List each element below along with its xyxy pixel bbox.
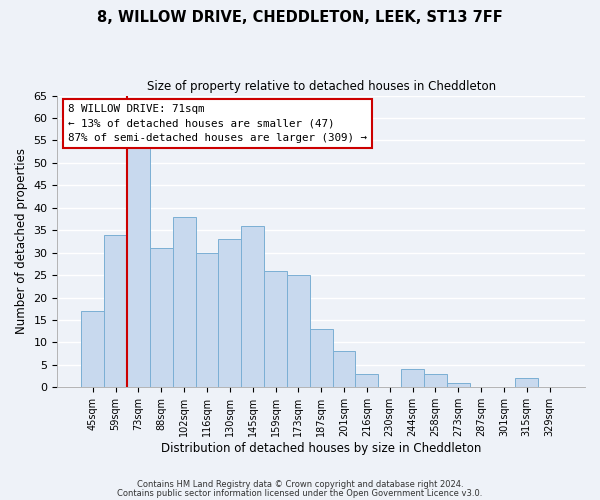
Bar (401, 370, 424, 388)
Text: Contains public sector information licensed under the Open Government Licence v3: Contains public sector information licen… (118, 488, 482, 498)
Bar (355, 374, 379, 388)
Title: Size of property relative to detached houses in Cheddleton: Size of property relative to detached ho… (146, 80, 496, 93)
Bar (264, 270, 287, 388)
Y-axis label: Number of detached properties: Number of detached properties (15, 148, 28, 334)
Text: 8 WILLOW DRIVE: 71sqm
← 13% of detached houses are smaller (47)
87% of semi-deta: 8 WILLOW DRIVE: 71sqm ← 13% of detached … (68, 104, 367, 143)
Text: Contains HM Land Registry data © Crown copyright and database right 2024.: Contains HM Land Registry data © Crown c… (137, 480, 463, 489)
Bar (287, 275, 310, 388)
Bar (150, 248, 173, 388)
Bar (515, 378, 538, 388)
Bar (173, 217, 196, 388)
X-axis label: Distribution of detached houses by size in Cheddleton: Distribution of detached houses by size … (161, 442, 481, 455)
Bar (218, 239, 241, 388)
Bar (196, 252, 218, 388)
Bar (332, 352, 355, 388)
Text: 8, WILLOW DRIVE, CHEDDLETON, LEEK, ST13 7FF: 8, WILLOW DRIVE, CHEDDLETON, LEEK, ST13 … (97, 10, 503, 25)
Bar (82, 311, 104, 388)
Bar (424, 374, 447, 388)
Bar (104, 234, 127, 388)
Bar (447, 383, 470, 388)
Bar (310, 329, 332, 388)
Bar (241, 226, 264, 388)
Bar (127, 140, 150, 388)
